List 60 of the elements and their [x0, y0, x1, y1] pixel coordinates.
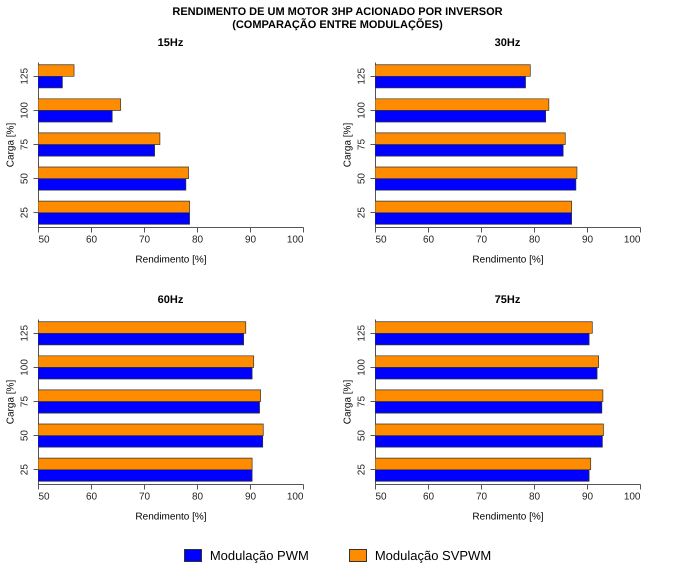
y-tick-label: 50	[356, 430, 368, 442]
y-tick-label: 75	[356, 396, 368, 408]
x-tick-label: 70	[476, 492, 488, 502]
legend-label: Modulação PWM	[210, 548, 309, 563]
y-tick-label: 100	[356, 102, 368, 119]
x-tick-label: 100	[624, 234, 641, 246]
x-tick-label: 50	[38, 234, 50, 246]
x-tick-label: 80	[192, 234, 204, 246]
x-tick-label: 70	[138, 492, 150, 502]
x-axis-title: Rendimento [%]	[472, 512, 544, 522]
x-axis-title: Rendimento [%]	[135, 254, 207, 266]
x-tick-label: 80	[192, 492, 204, 502]
y-tick-label: 50	[20, 172, 30, 184]
x-axis-title: Rendimento [%]	[135, 512, 207, 522]
x-tick-label: 90	[582, 234, 594, 246]
y-tick-label: 100	[20, 102, 30, 119]
y-tick-label: 75	[20, 138, 30, 150]
x-tick-label: 100	[624, 492, 641, 502]
y-tick-label: 100	[20, 358, 30, 376]
y-tick-label: 50	[356, 172, 368, 184]
chart-title: 75Hz	[494, 294, 521, 306]
y-tick-label: 25	[356, 464, 368, 476]
x-tick-label: 90	[244, 234, 256, 246]
chart-title: 15Hz	[158, 37, 184, 49]
y-axis-title: Carga [%]	[342, 380, 354, 424]
y-tick-label: 125	[20, 324, 30, 342]
x-axis-title: Rendimento [%]	[472, 254, 544, 266]
y-tick-label: 75	[356, 138, 368, 150]
x-tick-label: 50	[38, 492, 50, 502]
x-tick-label: 70	[138, 234, 150, 246]
y-tick-label: 25	[20, 464, 30, 476]
x-tick-label: 50	[376, 492, 388, 502]
text: (COMPARAÇÃO ENTRE MODULAÇÕES)	[231, 19, 444, 32]
y-tick-label: 75	[20, 396, 30, 408]
y-tick-label: 125	[20, 68, 30, 85]
x-tick-label: 60	[86, 492, 98, 502]
chart-title: 60Hz	[158, 294, 184, 306]
y-tick-label: 25	[20, 206, 30, 218]
x-tick-label: 60	[422, 234, 434, 246]
y-tick-label: 125	[356, 324, 368, 342]
y-axis-title: Carga [%]	[6, 122, 16, 168]
x-tick-label: 80	[528, 234, 540, 246]
x-tick-label: 70	[476, 234, 488, 246]
x-tick-label: 90	[582, 492, 594, 502]
x-tick-label: 60	[422, 492, 434, 502]
y-tick-label: 50	[20, 430, 30, 442]
y-tick-label: 125	[356, 68, 368, 85]
legend-label: Modulação SVPWM	[374, 548, 492, 563]
x-tick-label: 50	[376, 234, 388, 246]
x-tick-label: 60	[86, 234, 98, 246]
x-tick-label: 90	[244, 492, 256, 502]
x-tick-label: 80	[528, 492, 540, 502]
y-axis-title: Carga [%]	[342, 122, 354, 168]
chart-title: 30Hz	[494, 37, 521, 49]
x-tick-label: 100	[286, 234, 304, 246]
y-tick-label: 25	[356, 206, 368, 218]
y-tick-label: 100	[356, 358, 368, 376]
y-axis-title: Carga [%]	[6, 380, 16, 424]
text: RENDIMENTO DE UM MOTOR 3HP ACIONADO POR INVERSOR	[171, 6, 504, 18]
x-tick-label: 100	[286, 492, 304, 502]
